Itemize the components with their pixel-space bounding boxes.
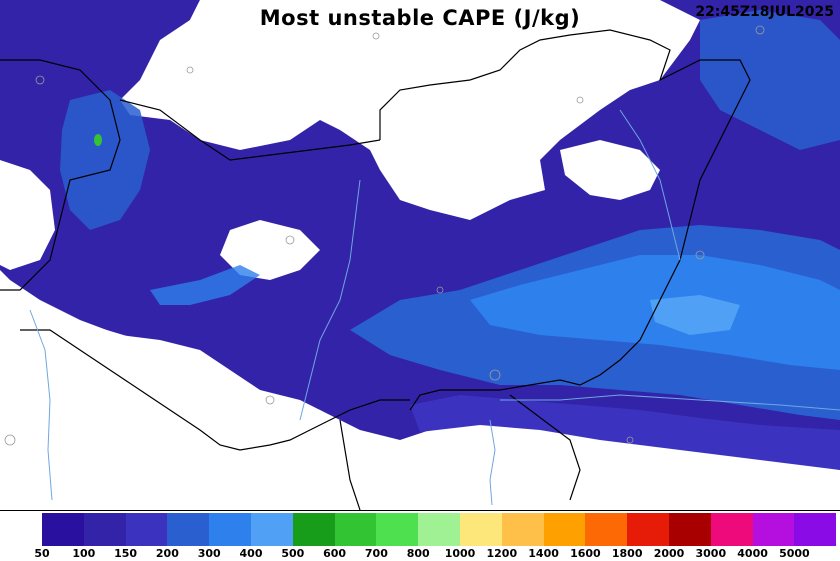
legend-swatches <box>42 513 837 546</box>
river-line <box>489 419 496 506</box>
legend-swatch <box>459 513 502 546</box>
legend-swatch <box>125 513 168 546</box>
legend-label: 150 <box>114 547 138 560</box>
border-line <box>20 329 410 451</box>
border-line <box>509 394 581 501</box>
legend-label: 50 <box>34 547 50 560</box>
legend-labels: 50 100 150 200 300 400 500 600 700 800 1000 1200 140… <box>0 547 840 561</box>
legend-label: 5000 <box>779 547 810 560</box>
city-outline <box>576 96 584 104</box>
legend-swatch <box>501 513 544 546</box>
border-line <box>119 99 381 161</box>
border-line <box>379 29 751 140</box>
no-cape-area-central <box>220 220 320 280</box>
legend-swatch <box>794 513 837 546</box>
legend-label: 800 <box>406 547 430 560</box>
city-outline <box>755 25 765 35</box>
no-cape-area-north <box>180 0 700 220</box>
city-outline <box>4 434 16 446</box>
legend-swatch <box>710 513 753 546</box>
cape-field-south-band <box>410 395 840 470</box>
no-cape-area-south-west <box>0 280 840 510</box>
rivers <box>29 109 840 506</box>
legend-swatch <box>83 513 126 546</box>
legend-label: 400 <box>239 547 263 560</box>
legend-label: 3000 <box>695 547 727 560</box>
legend-label: 500 <box>281 547 305 560</box>
city-outline <box>285 235 295 245</box>
legend-swatch <box>376 513 419 546</box>
river-line <box>619 109 681 261</box>
cape-map: Most unstable CAPE (J/kg) 22:45Z18JUL202… <box>0 0 840 511</box>
legend-label: 1600 <box>570 547 601 560</box>
city-outline <box>372 32 380 40</box>
country-borders <box>0 29 751 510</box>
cape-field-moderate-ne <box>700 10 840 150</box>
legend-label: 700 <box>364 547 388 560</box>
color-legend: 50 100 150 200 300 400 500 600 700 800 1000 1200 140… <box>0 511 840 560</box>
city-outline <box>489 369 501 381</box>
legend-swatch <box>209 513 251 546</box>
legend-swatch <box>668 513 711 546</box>
map-canvas <box>0 0 840 510</box>
cape-field-high-patch <box>650 295 740 335</box>
legend-label: 300 <box>197 547 221 560</box>
cape-field-high-west <box>150 265 260 305</box>
city-outline <box>186 66 194 74</box>
legend-label: 1400 <box>528 547 559 560</box>
legend-swatch <box>167 513 210 546</box>
no-cape-area-east <box>560 140 660 200</box>
border-line <box>0 59 121 291</box>
legend-label: 100 <box>72 547 96 560</box>
legend-swatch <box>292 513 335 546</box>
city-outline <box>436 286 444 294</box>
legend-swatch <box>585 513 628 546</box>
legend-swatch <box>42 513 84 546</box>
legend-swatch <box>543 513 586 546</box>
city-outline <box>626 436 634 444</box>
river-line <box>299 179 361 421</box>
legend-swatch <box>418 513 460 546</box>
border-line <box>339 419 361 510</box>
cape-field-moderate-west <box>60 90 150 230</box>
city-outlines <box>4 25 765 446</box>
river-line <box>500 394 840 411</box>
border-line <box>409 99 741 411</box>
legend-label: 4000 <box>737 547 768 560</box>
legend-label: 1200 <box>486 547 518 560</box>
legend-label: 200 <box>155 547 179 560</box>
legend-label: 600 <box>323 547 347 560</box>
legend-swatch <box>250 513 293 546</box>
city-outline <box>695 250 705 260</box>
city-outline <box>35 75 45 85</box>
map-title: Most unstable CAPE (J/kg) <box>259 6 581 30</box>
legend-label: 2000 <box>653 547 685 560</box>
river-line <box>29 309 53 501</box>
city-outline <box>265 395 275 405</box>
legend-label: 1800 <box>611 547 643 560</box>
legend-label: 1000 <box>444 547 476 560</box>
cape-maximum-spot <box>94 134 102 146</box>
legend-swatch <box>334 513 377 546</box>
legend-swatch <box>627 513 669 546</box>
legend-swatch <box>752 513 795 546</box>
no-cape-area-west <box>0 160 55 270</box>
valid-time: 22:45Z18JUL2025 <box>695 4 834 20</box>
